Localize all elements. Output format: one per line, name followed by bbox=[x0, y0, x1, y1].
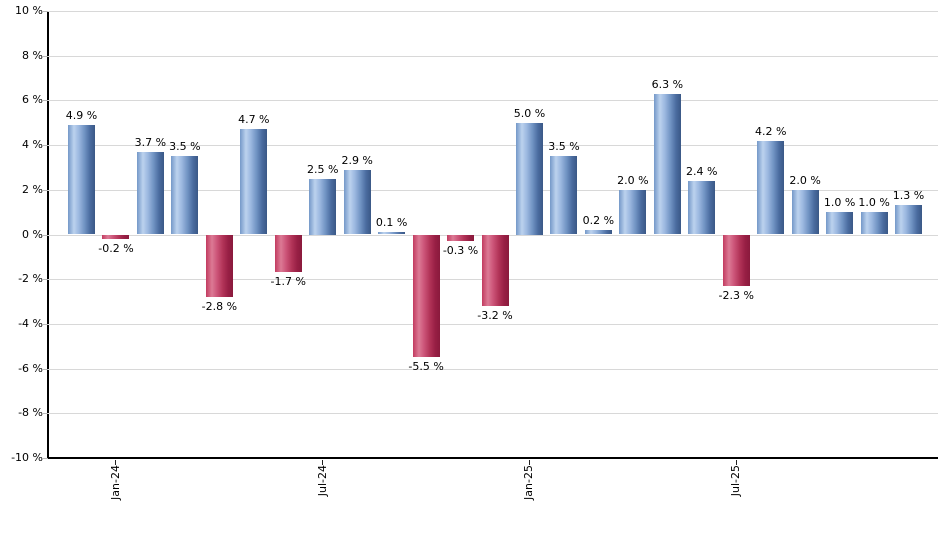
positive-return-bar bbox=[584, 230, 612, 235]
y-axis-tick-label: 0 % bbox=[22, 227, 43, 241]
y-axis-tick-label: -6 % bbox=[18, 361, 43, 375]
y-axis-tick-label: 2 % bbox=[22, 182, 43, 196]
x-axis-tick-label: Jul-25 bbox=[729, 465, 743, 497]
y-tick-mark bbox=[43, 234, 48, 236]
negative-return-bar bbox=[412, 234, 440, 358]
positive-return-bar bbox=[171, 156, 199, 235]
plot-area bbox=[48, 11, 938, 458]
positive-return-bar bbox=[550, 156, 578, 235]
positive-return-bar bbox=[653, 93, 681, 235]
bar-value-label: 6.3 % bbox=[651, 77, 684, 91]
bar-value-label: 4.9 % bbox=[65, 108, 98, 122]
y-gridline bbox=[48, 189, 938, 191]
positive-return-bar bbox=[240, 129, 268, 235]
positive-return-bar bbox=[343, 169, 371, 235]
bar-value-label: -0.2 % bbox=[98, 241, 134, 255]
bar-value-label: 1.0 % bbox=[858, 196, 890, 210]
y-axis-tick-label: -4 % bbox=[18, 316, 43, 330]
y-gridline bbox=[48, 368, 938, 370]
negative-return-bar bbox=[481, 234, 509, 307]
y-gridline bbox=[48, 413, 938, 415]
bar-value-label: -3.2 % bbox=[477, 309, 513, 323]
bar-value-label: -2.8 % bbox=[201, 300, 238, 314]
y-gridline bbox=[48, 55, 938, 57]
bar-value-label: 4.7 % bbox=[238, 113, 270, 127]
positive-return-bar bbox=[378, 232, 406, 235]
bar-value-label: 2.4 % bbox=[686, 164, 718, 178]
positive-return-bar bbox=[309, 178, 337, 235]
bar-value-label: 3.5 % bbox=[548, 140, 580, 154]
positive-return-bar bbox=[895, 205, 923, 235]
bar-value-label: 3.7 % bbox=[134, 135, 167, 149]
y-axis-tick-label: 8 % bbox=[22, 48, 43, 62]
y-axis-tick-label: 6 % bbox=[22, 93, 43, 107]
x-axis-line bbox=[47, 457, 938, 459]
negative-return-bar bbox=[102, 234, 130, 239]
positive-return-bar bbox=[515, 122, 543, 235]
bar-value-label: 4.2 % bbox=[754, 124, 787, 138]
bar-value-label: 2.9 % bbox=[341, 153, 373, 167]
positive-return-bar bbox=[68, 124, 95, 235]
positive-return-bar bbox=[826, 212, 854, 235]
positive-return-bar bbox=[688, 180, 716, 235]
positive-return-bar bbox=[791, 189, 819, 235]
y-gridline bbox=[48, 100, 938, 102]
negative-return-bar bbox=[274, 234, 302, 273]
bar-value-label: 2.0 % bbox=[789, 173, 821, 187]
x-tick-mark bbox=[528, 460, 530, 465]
y-tick-mark bbox=[43, 279, 48, 281]
x-axis-tick-label: Jan-25 bbox=[522, 465, 536, 500]
x-tick-mark bbox=[735, 460, 737, 465]
y-axis-tick-label: 4 % bbox=[22, 138, 43, 152]
y-axis-tick-label: -2 % bbox=[18, 272, 43, 286]
bar-value-label: 0.2 % bbox=[582, 214, 615, 228]
y-tick-mark bbox=[43, 323, 48, 325]
negative-return-bar bbox=[722, 234, 750, 286]
bar-value-label: 3.5 % bbox=[169, 140, 201, 154]
negative-return-bar bbox=[447, 234, 475, 242]
x-tick-mark bbox=[115, 460, 117, 465]
y-axis-tick-label: -8 % bbox=[18, 406, 43, 420]
positive-return-bar bbox=[860, 212, 888, 235]
bar-value-label: -1.7 % bbox=[270, 275, 306, 289]
y-gridline bbox=[48, 11, 938, 12]
y-tick-mark bbox=[43, 368, 48, 370]
x-tick-mark bbox=[322, 460, 324, 465]
bar-value-label: 1.3 % bbox=[892, 189, 925, 203]
y-tick-mark bbox=[43, 458, 48, 459]
y-tick-mark bbox=[43, 189, 48, 191]
bar-value-label: -5.5 % bbox=[408, 360, 444, 374]
bar-value-label: 2.5 % bbox=[306, 162, 339, 176]
y-gridline bbox=[48, 323, 938, 325]
y-gridline bbox=[48, 145, 938, 147]
y-tick-mark bbox=[43, 145, 48, 147]
bar-value-label: 5.0 % bbox=[513, 106, 546, 120]
bar-value-label: 2.0 % bbox=[617, 173, 649, 187]
bar-value-label: -2.3 % bbox=[718, 288, 754, 302]
negative-return-bar bbox=[205, 234, 233, 298]
bar-value-label: -0.3 % bbox=[442, 244, 479, 258]
y-axis-tick-label: -10 % bbox=[11, 451, 43, 464]
y-tick-mark bbox=[43, 100, 48, 102]
bar-value-label: 0.1 % bbox=[375, 216, 408, 230]
positive-return-bar bbox=[757, 140, 785, 235]
positive-return-bar bbox=[136, 151, 164, 235]
positive-return-bar bbox=[619, 189, 647, 235]
x-axis-tick-label: Jan-24 bbox=[108, 465, 122, 500]
y-tick-mark bbox=[43, 55, 48, 57]
y-tick-mark bbox=[43, 11, 48, 12]
bar-value-label: 1.0 % bbox=[823, 196, 856, 210]
y-tick-mark bbox=[43, 413, 48, 415]
y-axis-tick-label: 10 % bbox=[15, 4, 43, 17]
x-axis-tick-label: Jul-24 bbox=[315, 465, 329, 497]
